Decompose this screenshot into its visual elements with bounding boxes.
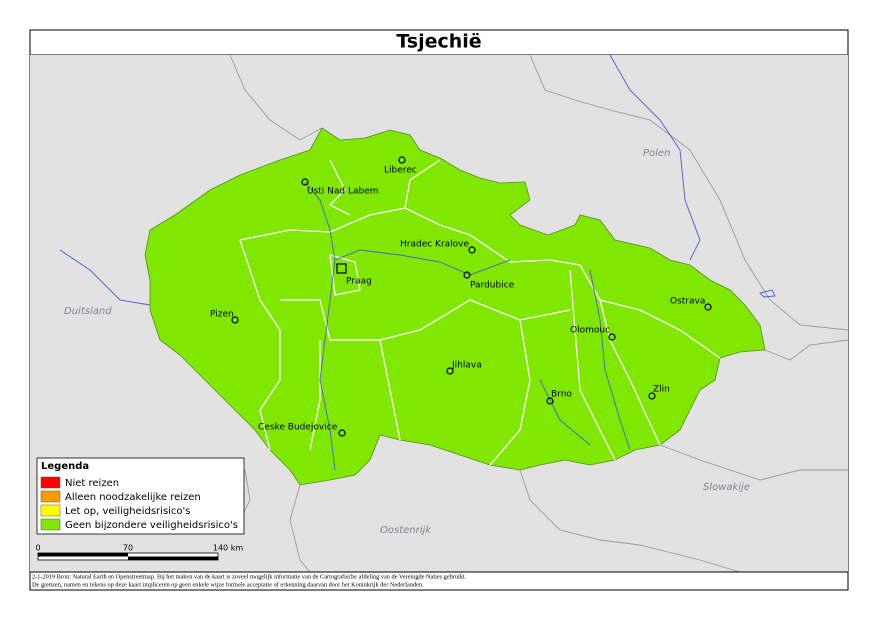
map-title: Tsjechië <box>396 31 481 53</box>
neighbour-borders <box>229 54 849 573</box>
scale-label: 140 km <box>213 544 243 553</box>
footer-text: 2-1-2019 Bron: Natural Earth en Openstre… <box>32 573 467 580</box>
city-label: Pizen <box>210 310 234 320</box>
regions <box>239 159 721 466</box>
legend-label: Alleen noodzakelijke reizen <box>65 492 201 503</box>
scale-bar: 0 70 140 km <box>35 544 243 561</box>
city-label: Jihlava <box>451 361 482 371</box>
city-label: Ceske Budejovice <box>258 423 338 433</box>
country-label: Slowakije <box>703 482 750 493</box>
city-label: Zlin <box>653 385 670 395</box>
legend-label: Niet reizen <box>65 478 119 489</box>
legend-swatch <box>40 518 61 531</box>
city-label: Olomouc <box>570 326 610 336</box>
legend-box <box>36 457 245 535</box>
city-markers <box>231 156 712 437</box>
legend-title: Legenda <box>41 461 89 472</box>
rivers-outside <box>59 54 776 306</box>
scale-label: 70 <box>123 544 133 553</box>
city-label: Hradec Kralove <box>400 240 469 250</box>
czechia <box>144 127 766 486</box>
footer-text: De grenzen, namen en tekens op deze kaar… <box>32 581 424 588</box>
rivers <box>304 181 631 471</box>
legend: Legenda Niet reizen Alleen noodzakelijke… <box>36 457 245 535</box>
country-label: Duitsland <box>64 306 112 317</box>
country-label: Oostenrijk <box>380 525 432 536</box>
legend-swatch <box>40 504 61 517</box>
city-label: Brno <box>551 390 572 400</box>
city-label: Pardubice <box>470 281 515 291</box>
legend-swatch <box>40 476 61 489</box>
city-label: Usti Nad Labem <box>307 187 379 197</box>
city-label: Ostrava <box>670 297 705 307</box>
scale-label: 0 <box>35 544 40 553</box>
city-label: Liberec <box>384 166 417 176</box>
country-label: Polen <box>643 148 670 159</box>
legend-label: Geen bijzondere veiligheidsrisico's <box>65 520 238 531</box>
legend-label: Let op, veiligheidsrisico's <box>65 506 191 517</box>
legend-swatch <box>40 490 61 503</box>
city-label: Praag <box>346 277 372 287</box>
